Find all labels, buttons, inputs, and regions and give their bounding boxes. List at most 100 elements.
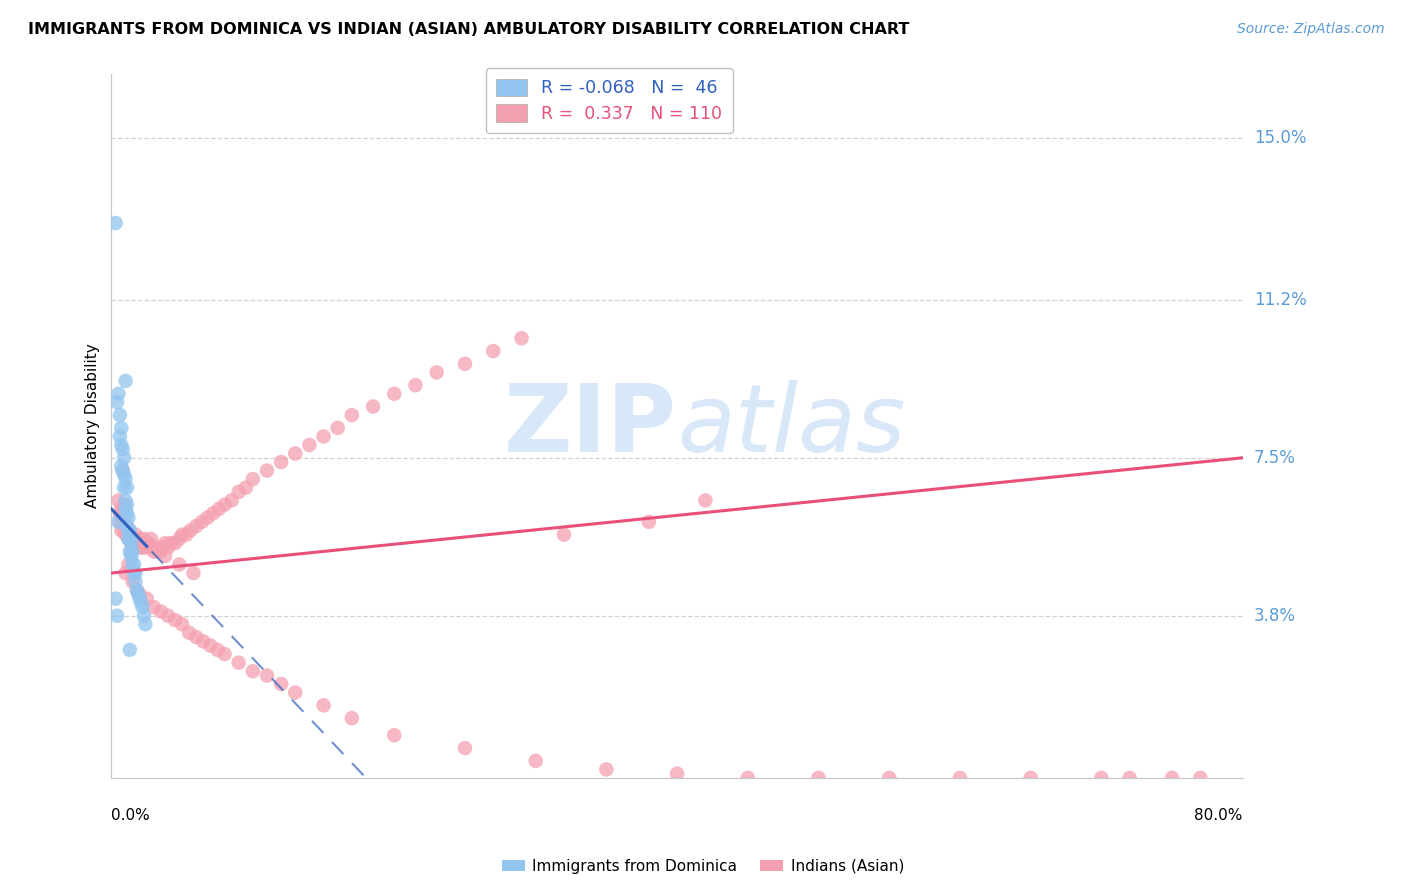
Point: [149, 604, 172, 618]
Point: [134, 541, 156, 555]
Point: [127, 536, 149, 550]
Point: [108, 429, 131, 443]
Point: [121, 544, 143, 558]
Point: [382, 728, 405, 742]
Point: [118, 524, 141, 538]
Point: [114, 493, 136, 508]
Point: [132, 608, 155, 623]
Point: [104, 591, 127, 606]
Point: [221, 493, 243, 508]
Point: [118, 532, 141, 546]
Point: [114, 502, 136, 516]
Point: [118, 643, 141, 657]
Point: [111, 515, 134, 529]
Point: [183, 566, 205, 580]
Point: [172, 617, 194, 632]
Point: [165, 613, 187, 627]
Point: [117, 532, 139, 546]
Point: [108, 408, 131, 422]
Point: [107, 386, 129, 401]
Point: [340, 711, 363, 725]
Point: [122, 558, 145, 572]
Point: [949, 771, 972, 785]
Point: [142, 544, 165, 558]
Point: [125, 583, 148, 598]
Point: [117, 532, 139, 546]
Point: [121, 532, 143, 546]
Point: [228, 656, 250, 670]
Text: 80.0%: 80.0%: [1195, 808, 1243, 823]
Text: 11.2%: 11.2%: [1254, 291, 1306, 309]
Point: [120, 549, 142, 563]
Point: [111, 464, 134, 478]
Point: [139, 541, 162, 555]
Legend: R = -0.068   N =  46, R =  0.337   N = 110: R = -0.068 N = 46, R = 0.337 N = 110: [485, 68, 733, 134]
Point: [242, 664, 264, 678]
Point: [112, 498, 135, 512]
Point: [169, 532, 191, 546]
Point: [108, 515, 131, 529]
Point: [361, 400, 384, 414]
Point: [454, 357, 477, 371]
Point: [129, 541, 152, 555]
Point: [107, 515, 129, 529]
Point: [124, 574, 146, 589]
Point: [117, 558, 139, 572]
Point: [235, 481, 257, 495]
Point: [186, 519, 208, 533]
Point: [125, 541, 148, 555]
Point: [118, 524, 141, 538]
Point: [877, 771, 900, 785]
Point: [115, 498, 138, 512]
Point: [186, 630, 208, 644]
Point: [1189, 771, 1212, 785]
Point: [284, 685, 307, 699]
Point: [128, 587, 150, 601]
Point: [242, 472, 264, 486]
Point: [134, 617, 156, 632]
Point: [1161, 771, 1184, 785]
Point: [129, 596, 152, 610]
Point: [153, 536, 176, 550]
Point: [153, 549, 176, 563]
Text: 3.8%: 3.8%: [1254, 607, 1296, 624]
Point: [118, 544, 141, 558]
Point: [131, 600, 153, 615]
Point: [105, 608, 128, 623]
Point: [131, 541, 153, 555]
Point: [110, 502, 132, 516]
Point: [454, 741, 477, 756]
Point: [128, 532, 150, 546]
Point: [270, 455, 292, 469]
Point: [256, 668, 278, 682]
Point: [510, 331, 533, 345]
Point: [114, 472, 136, 486]
Point: [115, 519, 138, 533]
Point: [159, 536, 181, 550]
Point: [176, 527, 198, 541]
Point: [131, 536, 153, 550]
Point: [207, 643, 229, 657]
Point: [112, 450, 135, 465]
Point: [228, 484, 250, 499]
Point: [120, 536, 142, 550]
Point: [150, 541, 173, 555]
Point: [666, 766, 689, 780]
Legend: Immigrants from Dominica, Indians (Asian): Immigrants from Dominica, Indians (Asian…: [496, 853, 910, 880]
Point: [122, 566, 145, 580]
Point: [127, 587, 149, 601]
Point: [107, 493, 129, 508]
Point: [128, 591, 150, 606]
Point: [737, 771, 759, 785]
Point: [340, 408, 363, 422]
Point: [284, 446, 307, 460]
Text: ZIP: ZIP: [505, 380, 678, 472]
Point: [695, 493, 717, 508]
Point: [426, 365, 449, 379]
Point: [117, 524, 139, 538]
Point: [112, 524, 135, 538]
Point: [110, 438, 132, 452]
Point: [121, 574, 143, 589]
Point: [156, 541, 179, 555]
Point: [104, 216, 127, 230]
